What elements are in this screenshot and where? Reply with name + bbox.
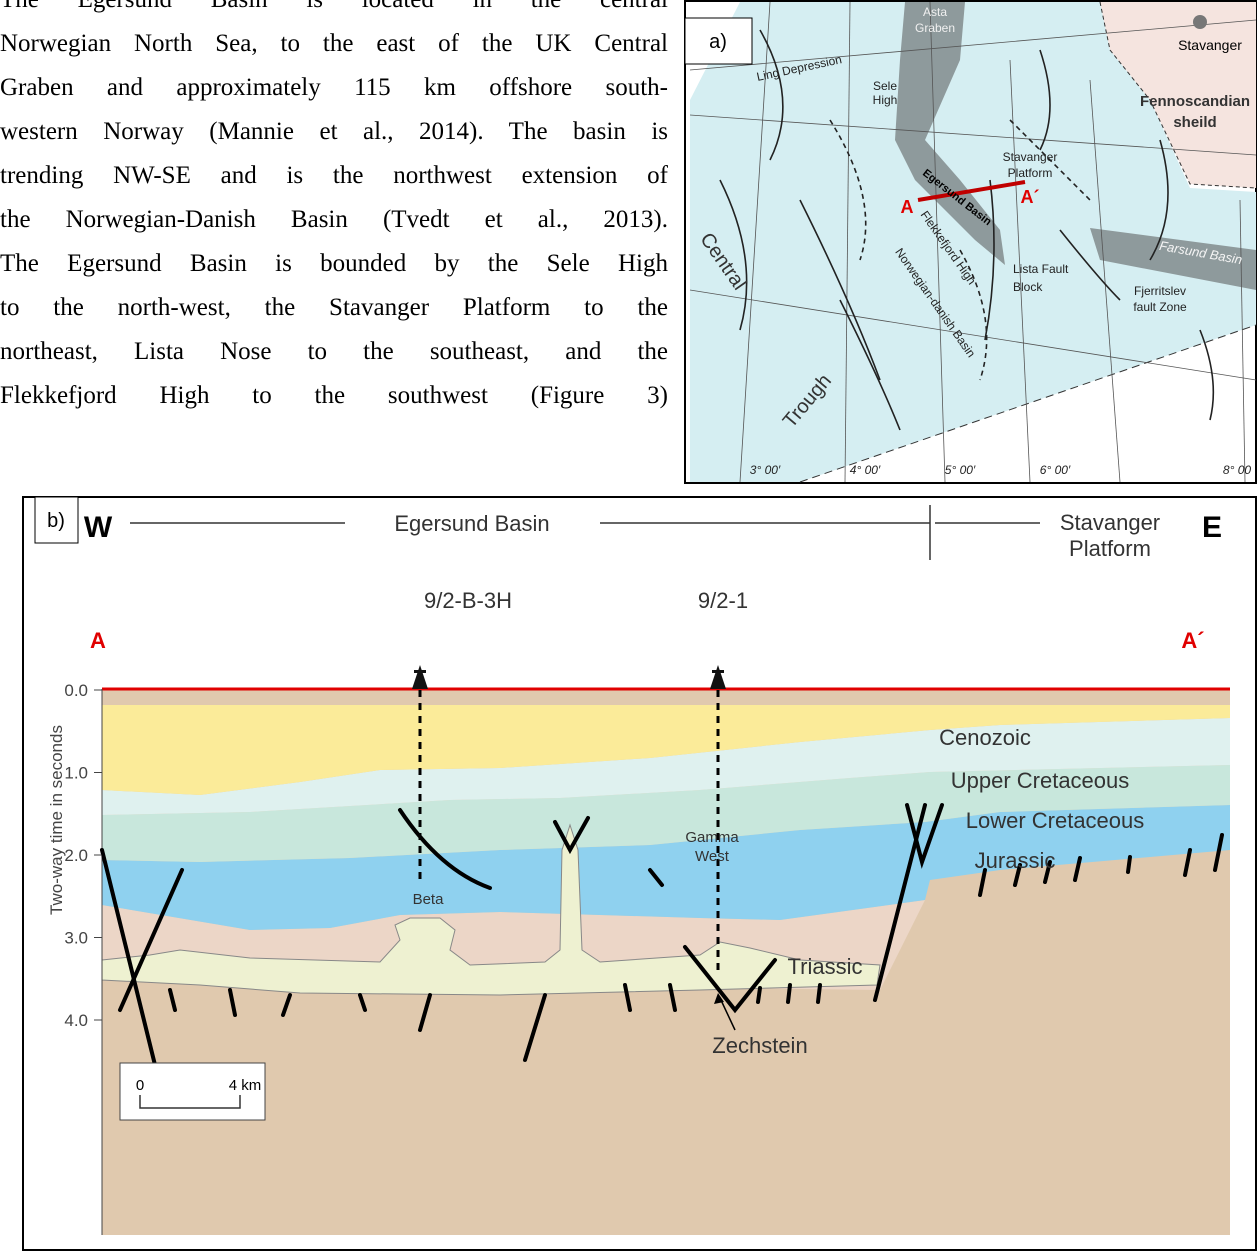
map-label: sheild: [1173, 114, 1216, 131]
map-label: Asta: [923, 5, 947, 19]
y-tick-label: 1.0: [64, 764, 88, 783]
map-label: Fennoscandian: [1140, 93, 1250, 110]
map-label: High: [873, 93, 898, 107]
layer-label: Zechstein: [712, 1033, 807, 1058]
longitude: 5° 00′: [945, 463, 976, 477]
map-label: Platform: [1008, 166, 1053, 180]
panel-label: a): [709, 31, 727, 53]
y-tick-label: 4.0: [64, 1011, 88, 1030]
map-label: fault Zone: [1133, 300, 1187, 314]
map-label: A: [901, 197, 914, 217]
direction: W: [84, 511, 113, 544]
cross-section: 0 4 km b) W E Egersund Basin Stavanger P…: [23, 497, 1256, 1250]
y-tick-label: 2.0: [64, 846, 88, 865]
point-label: A: [90, 628, 106, 653]
map-label: Sele: [873, 79, 897, 93]
well-name: 9/2-1: [698, 588, 748, 613]
layer-label: Triassic: [788, 954, 863, 979]
point-label: A´: [1181, 628, 1204, 653]
well-name: 9/2-B-3H: [424, 588, 512, 613]
panel-label: b): [47, 510, 65, 532]
field-label: Beta: [413, 891, 445, 908]
layer-label: Cenozoic: [939, 725, 1031, 750]
longitude: 6° 00′: [1040, 463, 1071, 477]
y-axis-label: Two-way time in seconds: [47, 725, 66, 915]
y-tick-label: 3.0: [64, 929, 88, 948]
map-label: Lista Fault: [1013, 262, 1069, 276]
figures: a) Asta Graben Ling Depression Sele High…: [0, 0, 1257, 1251]
layer-label: Lower Cretaceous: [966, 808, 1145, 833]
layer-label: Jurassic: [975, 848, 1056, 873]
header-label: Stavanger: [1060, 510, 1160, 535]
page: The Egersund Basin is located in the cen…: [0, 0, 1257, 1251]
map-label: Block: [1013, 280, 1043, 294]
field-label: West: [695, 848, 730, 865]
longitude: 4° 00′: [850, 463, 881, 477]
scale-label: 0: [136, 1077, 144, 1094]
longitude: 8° 00: [1223, 463, 1251, 477]
city: [1193, 15, 1207, 29]
scale-label: 4 km: [229, 1077, 262, 1094]
map: a) Asta Graben Ling Depression Sele High…: [685, 1, 1256, 483]
map-label: Stavanger: [1003, 150, 1058, 164]
header-label: Platform: [1069, 536, 1151, 561]
map-label: Graben: [915, 21, 955, 35]
y-tick-label: 0.0: [64, 681, 88, 700]
direction: E: [1202, 511, 1222, 544]
layer-label: Upper Cretaceous: [951, 768, 1130, 793]
map-label: A´: [1021, 187, 1040, 207]
longitude: 3° 00′: [750, 463, 781, 477]
header-label: Egersund Basin: [394, 511, 549, 536]
map-label: Fjerritslev: [1134, 284, 1186, 298]
field-label: Gamma: [685, 829, 739, 846]
map-label: Stavanger: [1178, 37, 1242, 53]
